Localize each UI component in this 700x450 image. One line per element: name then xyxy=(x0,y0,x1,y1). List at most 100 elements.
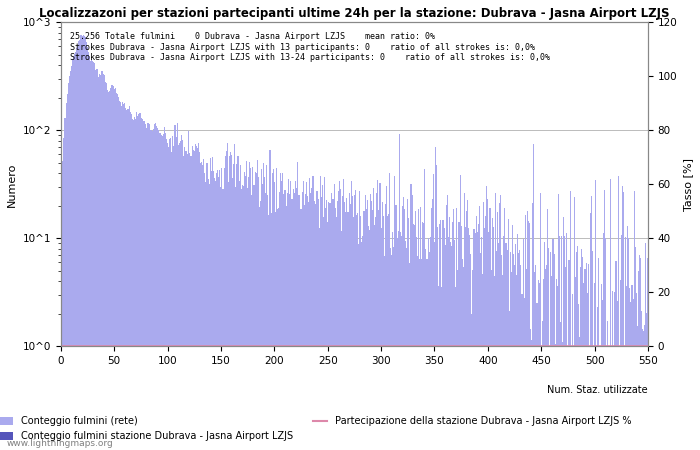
Bar xyxy=(389,173,390,450)
Bar xyxy=(261,169,262,450)
Bar xyxy=(170,138,172,450)
Bar xyxy=(619,346,620,450)
Bar xyxy=(403,197,404,450)
Bar xyxy=(214,178,215,450)
Bar xyxy=(419,259,420,450)
Bar xyxy=(615,261,617,450)
Bar xyxy=(234,144,235,450)
Bar xyxy=(280,173,281,450)
Bar xyxy=(295,181,296,450)
Bar xyxy=(340,189,341,450)
Bar xyxy=(609,346,610,450)
Bar xyxy=(450,242,451,450)
Bar xyxy=(579,337,580,450)
Bar xyxy=(87,47,88,450)
Bar xyxy=(500,195,501,450)
Bar xyxy=(510,252,511,450)
Bar xyxy=(468,228,469,450)
Bar xyxy=(139,112,140,450)
Bar xyxy=(594,283,595,450)
Bar xyxy=(432,199,433,450)
Bar xyxy=(300,209,302,450)
Bar xyxy=(455,287,456,450)
Bar xyxy=(274,182,275,450)
Bar xyxy=(144,124,146,450)
Bar xyxy=(237,156,239,450)
Bar xyxy=(356,215,357,450)
Bar xyxy=(160,135,162,450)
Bar xyxy=(397,238,398,450)
Bar xyxy=(103,74,104,450)
Bar xyxy=(62,162,64,450)
Bar xyxy=(629,288,631,450)
Bar xyxy=(582,256,583,450)
Bar xyxy=(636,292,637,450)
Bar xyxy=(418,209,419,450)
Bar xyxy=(101,72,102,450)
Bar xyxy=(232,178,233,450)
Bar xyxy=(104,76,105,450)
Bar xyxy=(178,143,180,450)
Bar xyxy=(77,45,78,450)
Bar xyxy=(365,209,367,450)
Bar xyxy=(394,176,395,450)
Y-axis label: Tasso [%]: Tasso [%] xyxy=(683,158,693,211)
Bar xyxy=(392,232,393,450)
Bar xyxy=(138,113,139,450)
Bar xyxy=(523,239,524,450)
Bar xyxy=(277,209,278,450)
Bar xyxy=(370,194,371,450)
Bar xyxy=(399,134,400,450)
Bar xyxy=(507,250,508,450)
Bar xyxy=(494,276,495,450)
Bar xyxy=(219,171,220,450)
Bar xyxy=(271,213,272,450)
Text: www.lightningmaps.org: www.lightningmaps.org xyxy=(7,439,113,448)
Bar xyxy=(475,216,477,450)
Bar xyxy=(635,248,636,450)
Bar xyxy=(253,184,255,450)
Bar xyxy=(279,192,280,450)
Bar xyxy=(625,237,626,450)
Bar xyxy=(424,169,426,450)
Title: Localizzazoni per stazioni partecipanti ultime 24h per la stazione: Dubrava - Ja: Localizzazoni per stazioni partecipanti … xyxy=(39,7,670,20)
Bar xyxy=(311,188,312,450)
Bar xyxy=(260,201,261,450)
Bar xyxy=(284,190,286,450)
Bar xyxy=(633,299,634,450)
Bar xyxy=(387,216,388,450)
Bar xyxy=(248,177,249,450)
Bar xyxy=(560,323,561,450)
Bar xyxy=(487,199,489,450)
Bar xyxy=(195,144,196,450)
Bar xyxy=(489,208,491,450)
Bar xyxy=(265,193,266,450)
Bar xyxy=(358,244,359,450)
Bar xyxy=(211,171,212,450)
Bar xyxy=(190,156,192,450)
Partecipazione della stazione Dubrava - Jasna Airport LZJS % xyxy=(573,344,582,349)
Bar xyxy=(183,156,184,450)
Bar xyxy=(608,346,609,450)
Bar xyxy=(221,168,223,450)
Bar xyxy=(517,234,518,450)
Bar xyxy=(576,252,577,450)
Bar xyxy=(257,160,258,450)
Bar xyxy=(205,182,206,450)
Bar xyxy=(590,213,591,450)
Bar xyxy=(593,346,594,450)
Bar xyxy=(227,143,228,450)
Bar xyxy=(251,195,253,450)
Bar xyxy=(91,59,92,450)
Bar xyxy=(215,181,216,450)
Bar xyxy=(613,346,615,450)
Bar xyxy=(73,57,74,450)
Bar xyxy=(363,211,365,450)
Bar xyxy=(552,239,554,450)
Bar xyxy=(519,250,520,450)
Bar xyxy=(612,291,613,450)
Bar xyxy=(601,300,603,450)
Bar xyxy=(568,260,570,450)
Bar xyxy=(589,346,590,450)
Bar xyxy=(588,265,589,450)
